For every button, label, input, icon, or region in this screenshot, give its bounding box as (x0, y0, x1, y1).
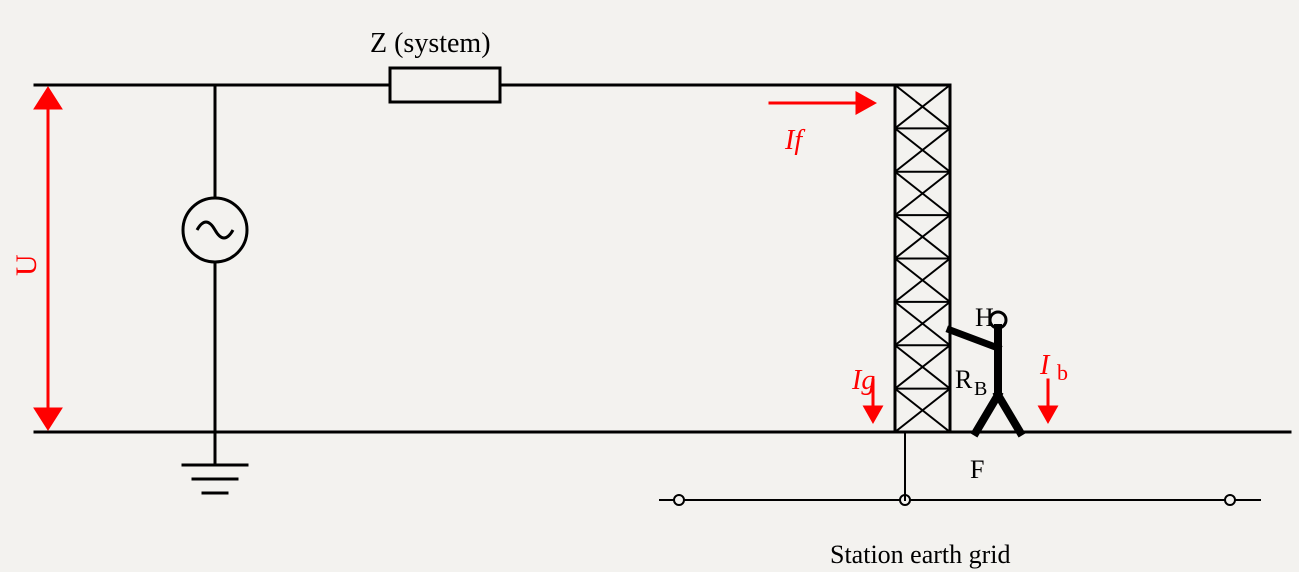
label-Ib_b: b (1057, 360, 1068, 386)
label-Ib_I: I (1040, 350, 1049, 382)
label-H: H (975, 303, 994, 333)
label-station: Station earth grid (830, 540, 1011, 570)
label-RB_B: B (974, 378, 987, 401)
label-Ig: Ig (852, 365, 875, 397)
label-RB_R: R (955, 365, 972, 395)
circuit-svg (0, 0, 1299, 572)
label-U: U (10, 254, 44, 276)
label-F: F (970, 455, 984, 485)
label-z_system: Z (system) (370, 28, 491, 60)
diagram-stage: Z (system) Station earth grid U If Ig Ib H RB F (0, 0, 1299, 572)
label-If: If (785, 125, 802, 157)
